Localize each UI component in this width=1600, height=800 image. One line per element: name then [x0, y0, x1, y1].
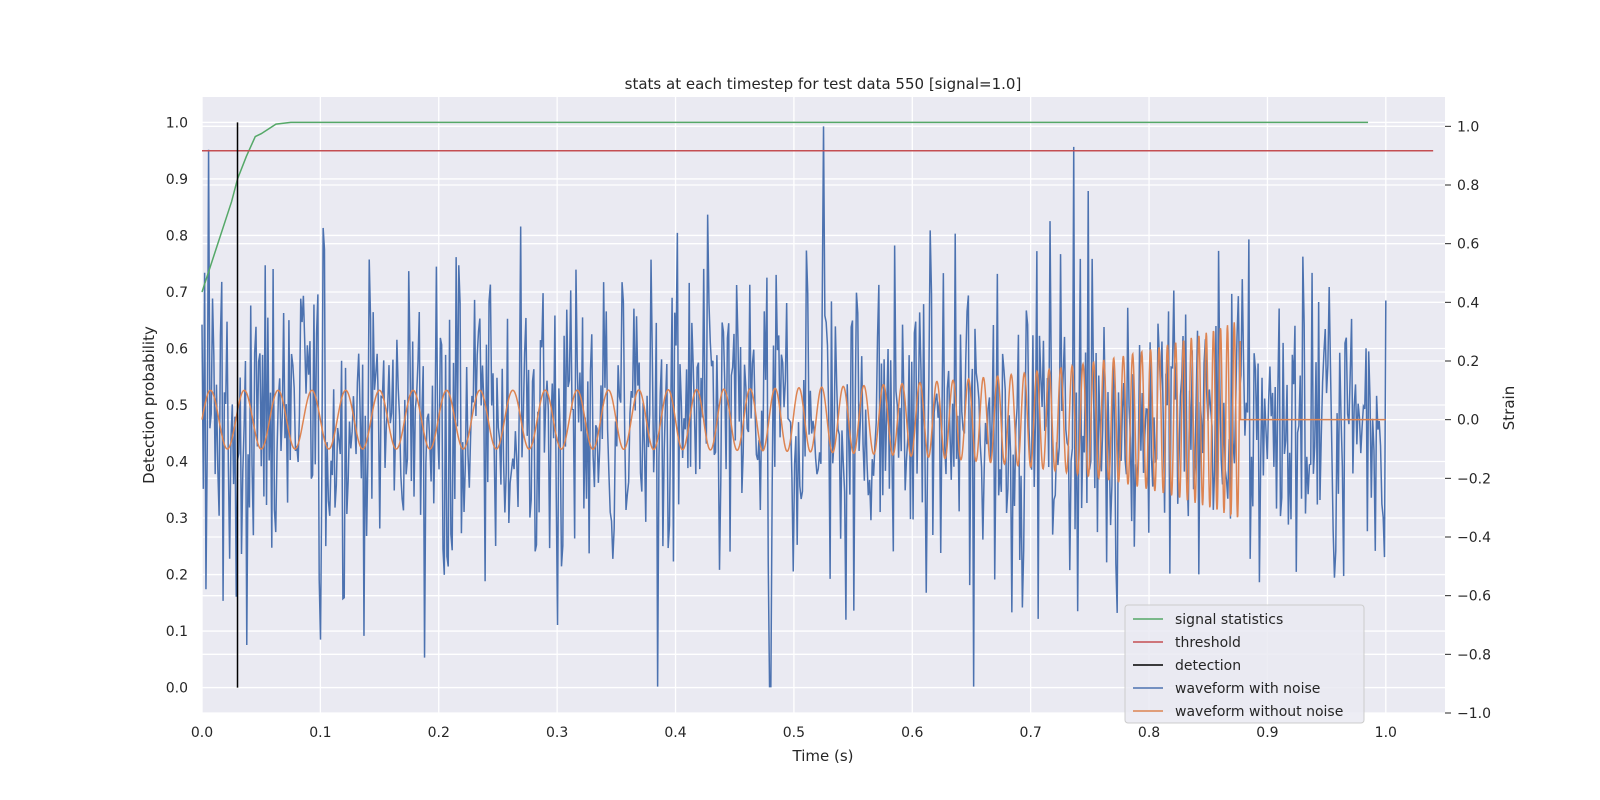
x-tick-label: 0.7: [1020, 725, 1042, 741]
y-tick-label: 0.0: [166, 681, 188, 697]
legend-label: threshold: [1175, 635, 1241, 651]
y-tick-label: 0.3: [166, 511, 188, 527]
y-tick-label: 0.4: [166, 455, 188, 471]
series-layer: [201, 121, 1434, 688]
x-tick-label: 0.1: [309, 725, 331, 741]
y2-tick-label: −0.6: [1457, 589, 1491, 605]
y2-tick-label: 1.0: [1457, 119, 1479, 135]
legend: signal statistics threshold detection wavef…: [1124, 604, 1365, 724]
y-tick-label: 1.0: [166, 115, 188, 131]
x-tick-label: 1.0: [1375, 725, 1397, 741]
y-tick-label: 0.8: [166, 228, 188, 244]
x-axis: 0.0 0.1 0.2 0.3 0.4 0.5 0.6 0.7 0.8 0.9 1.0: [191, 725, 1397, 741]
x-tick-label: 0.5: [783, 725, 805, 741]
y2-tick-label: 0.0: [1457, 413, 1479, 429]
y-axis-left: 0.0 0.1 0.2 0.3 0.4 0.5 0.6 0.7 0.8 0.9 1.0: [166, 115, 188, 696]
legend-label: detection: [1175, 658, 1241, 674]
legend-label: waveform with noise: [1175, 681, 1320, 697]
y-tick-label: 0.5: [166, 398, 188, 414]
y2-tick-label: −0.8: [1457, 647, 1491, 663]
y-tick-label: 0.2: [166, 568, 188, 584]
y2-tick-label: −0.2: [1457, 471, 1491, 487]
y-tick-label: 0.7: [166, 285, 188, 301]
x-tick-label: 0.9: [1256, 725, 1278, 741]
y2-axis-title: Strain: [1500, 386, 1518, 430]
y2-tick-label: 0.4: [1457, 295, 1479, 311]
x-tick-label: 0.2: [428, 725, 450, 741]
x-axis-title: Time (s): [792, 747, 854, 765]
x-tick-label: 0.0: [191, 725, 213, 741]
y2-tick-label: 0.8: [1457, 178, 1479, 194]
legend-label: waveform without noise: [1175, 704, 1343, 720]
x-tick-label: 0.8: [1138, 725, 1160, 741]
x-tick-label: 0.6: [901, 725, 923, 741]
series-waveform-without-noise: [201, 322, 1386, 518]
y2-tick-label: 0.6: [1457, 237, 1479, 253]
y-axis-right: −1.0 −0.8 −0.6 −0.4 −0.2 0.0 0.2 0.4 0.6 0.8 1.0: [1445, 119, 1491, 722]
chart-title: stats at each timestep for test data 550…: [625, 75, 1022, 93]
legend-box: [1124, 604, 1365, 724]
y2-tick-label: 0.2: [1457, 354, 1479, 370]
y-tick-label: 0.9: [166, 172, 188, 188]
y2-tick-label: −0.4: [1457, 530, 1491, 546]
legend-label: signal statistics: [1175, 612, 1283, 628]
x-tick-label: 0.3: [546, 725, 568, 741]
y-tick-label: 0.1: [166, 624, 188, 640]
x-tick-label: 0.4: [664, 725, 686, 741]
y-axis-title: Detection probability: [140, 326, 158, 484]
y-tick-label: 0.6: [166, 341, 188, 357]
y2-tick-label: −1.0: [1457, 706, 1491, 722]
